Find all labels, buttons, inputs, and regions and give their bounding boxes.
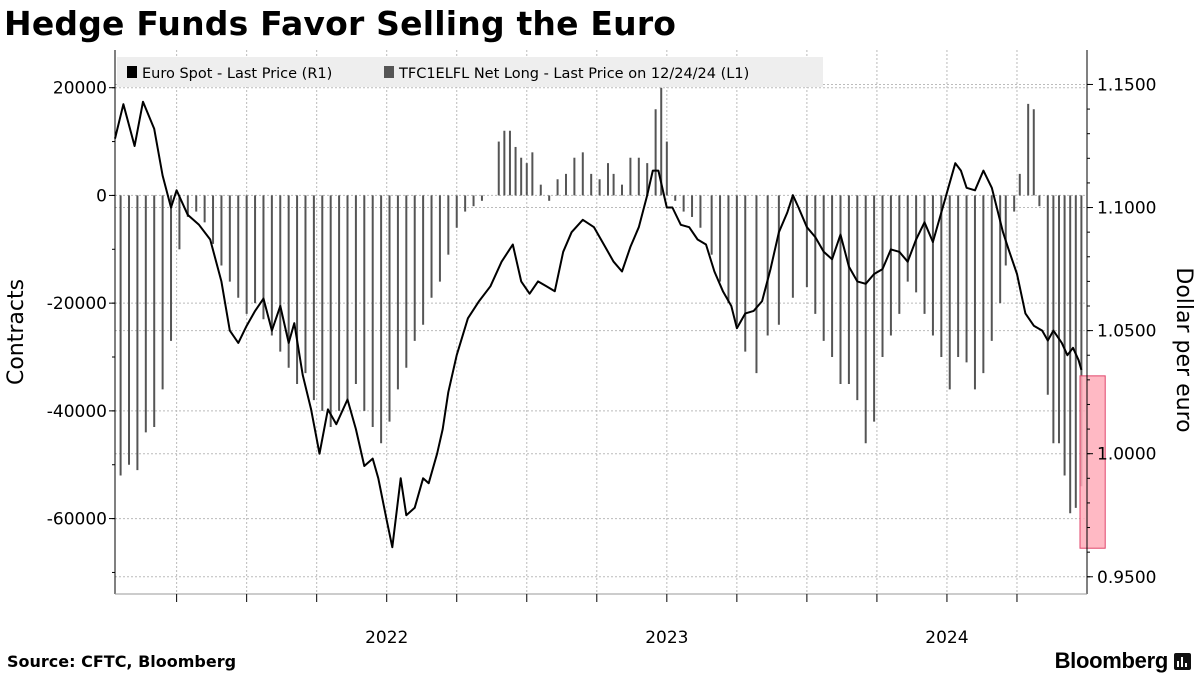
legend-label: TFC1ELFL Net Long - Last Price on 12/24/… [398,66,749,82]
right-tick-label: 1.0000 [1097,445,1156,465]
right-tick-label: 1.0500 [1097,322,1156,342]
right-tick-label: 1.1500 [1097,75,1156,95]
highlight-layer [1079,375,1106,549]
axes: 20000 0 -20000 -40000 -60000 1.1500 1.1000 1.05… [4,50,1196,648]
x-tick-label: 2022 [365,628,408,648]
brand-name: Bloomberg [1054,648,1169,673]
brand-logo: Bloomberg [1055,648,1191,674]
bar-series [119,87,1083,514]
left-tick-label: 20000 [53,79,107,99]
x-tick-label: 2023 [645,628,688,648]
line-series [114,100,1083,549]
left-axis-title: Contracts [4,279,29,385]
left-tick-label: 0 [96,186,107,206]
left-tick-label: -20000 [47,294,107,314]
bloomberg-terminal-icon [1174,652,1191,670]
legend-swatch [384,66,394,78]
right-tick-label: 1.1000 [1097,199,1156,219]
right-tick-label: 0.9500 [1097,568,1156,588]
left-tick-label: -40000 [47,402,107,422]
right-axis-title: Dollar per euro [1171,267,1196,432]
legend-label: Euro Spot - Last Price (R1) [142,66,332,82]
left-tick-label: -60000 [47,510,107,530]
euro-spot-line [114,100,1083,549]
grid [115,50,1087,594]
source-note: Source: CFTC, Bloomberg [7,652,237,671]
x-tick-label: 2024 [925,628,968,648]
legend: Euro Spot - Last Price (R1) TFC1ELFL Net … [117,57,823,87]
legend-swatch [127,66,137,78]
chart-title: Hedge Funds Favor Selling the Euro [4,4,677,43]
highlight-box [1079,375,1106,549]
legend-box [117,57,823,87]
